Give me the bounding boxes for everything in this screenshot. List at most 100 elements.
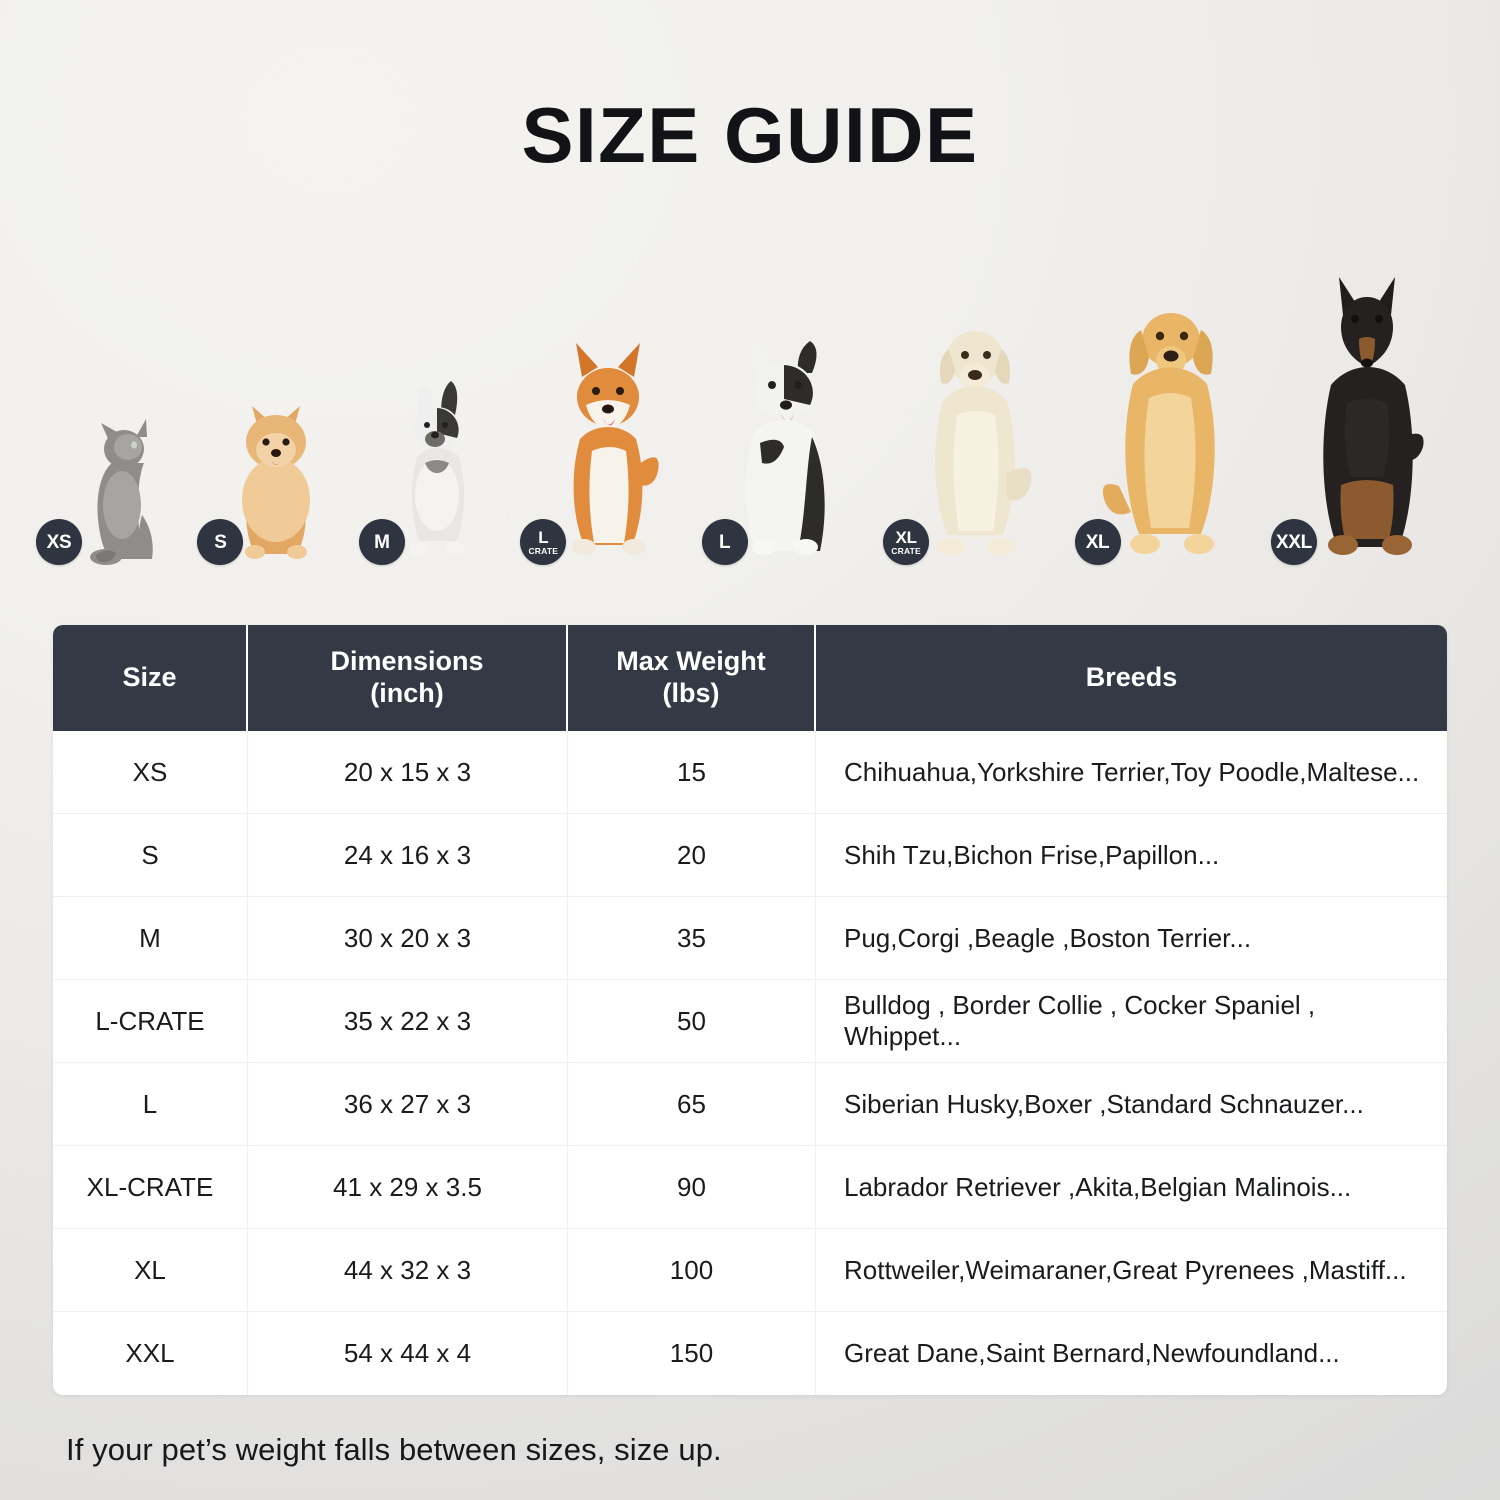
cell-dimensions-value: 54 x 44 x 4: [343, 1338, 472, 1368]
cell-max-weight-value: 15: [677, 756, 706, 787]
column-header-dimensions-text: Dimensions (inch): [330, 646, 483, 710]
footer-note: If your pet’s weight falls between sizes…: [66, 1432, 722, 1467]
cell-dimensions-value: 30 x 20 x 3: [343, 922, 472, 953]
column-header-max-weight: Max Weight (lbs): [568, 625, 816, 731]
cell-breeds: Pug,Corgi ,Beagle ,Boston Terrier...: [816, 897, 1447, 980]
cell-dimensions: 20 x 15 x 3: [248, 731, 568, 814]
cell-max-weight-value: 150: [669, 1338, 714, 1368]
cell-max-weight-value: 35: [677, 922, 706, 953]
pet-pomeranian-s: [211, 380, 341, 565]
column-header-weight-line1: Max Weight: [616, 646, 766, 677]
size-badge-s-label: S: [214, 531, 227, 553]
table-row: L 36 x 27 x 3 65 Siberian Husky,Boxer ,S…: [53, 1063, 1447, 1146]
cell-max-weight: 15: [568, 731, 816, 814]
size-badge-xl-crate-label: XL: [895, 527, 917, 547]
cell-size-value: XS: [132, 756, 168, 787]
cell-max-weight-value: 20: [677, 839, 706, 870]
pet-item-xs: XS: [36, 405, 180, 565]
size-badge-m: M: [358, 519, 405, 565]
cell-breeds-value: Labrador Retriever ,Akita,Belgian Malino…: [844, 1171, 1352, 1202]
table-row: XL-CRATE 41 x 29 x 3.5 90 Labrador Retri…: [53, 1146, 1447, 1229]
cell-dimensions-value: 36 x 27 x 3: [343, 1088, 472, 1119]
size-badge-s: S: [197, 519, 244, 565]
size-badge-l: L: [701, 519, 748, 565]
cell-dimensions: 36 x 27 x 3: [248, 1063, 568, 1146]
cell-size: M: [53, 897, 248, 980]
cell-size: L: [53, 1063, 248, 1146]
column-header-breeds-label: Breeds: [1085, 662, 1178, 693]
pet-item-s: S: [197, 380, 341, 565]
size-badge-m-label: M: [374, 531, 390, 553]
cell-breeds-value: Chihuahua,Yorkshire Terrier,Toy Poodle,M…: [844, 756, 1420, 787]
cell-dimensions-value: 41 x 29 x 3.5: [333, 1171, 482, 1202]
cell-breeds-value: Rottweiler,Weimaraner,Great Pyrenees ,Ma…: [844, 1254, 1407, 1285]
cell-size: XS: [53, 731, 248, 814]
cell-breeds: Siberian Husky,Boxer ,Standard Schnauzer…: [816, 1063, 1447, 1146]
pet-french-bulldog-m: [373, 375, 503, 565]
cell-size: S: [53, 814, 248, 897]
cell-breeds-value: Shih Tzu,Bichon Frise,Papillon...: [844, 839, 1220, 870]
cell-max-weight-value: 90: [677, 1171, 706, 1202]
size-badge-xs-label: XS: [46, 531, 72, 553]
cell-breeds: Chihuahua,Yorkshire Terrier,Toy Poodle,M…: [816, 731, 1447, 814]
pet-shiba-inu-l-crate: [534, 335, 684, 565]
cell-dimensions: 35 x 22 x 3: [248, 980, 568, 1063]
cell-breeds: Bulldog , Border Collie , Cocker Spaniel…: [816, 980, 1447, 1063]
cell-size: XL: [53, 1229, 248, 1312]
column-header-dimensions-line2: (inch): [370, 678, 444, 708]
cell-size-value: S: [141, 839, 159, 870]
cell-max-weight: 90: [568, 1146, 816, 1229]
cell-breeds: Labrador Retriever ,Akita,Belgian Malino…: [816, 1146, 1447, 1229]
cell-dimensions-value: 24 x 16 x 3: [343, 839, 472, 870]
cell-size: L-CRATE: [53, 980, 248, 1063]
size-badge-xl-crate-sublabel: CRATE: [891, 545, 921, 556]
cell-breeds-value: Great Dane,Saint Bernard,Newfoundland...: [844, 1338, 1340, 1368]
column-header-breeds: Breeds: [816, 625, 1447, 731]
table-row: XL 44 x 32 x 3 100 Rottweiler,Weimaraner…: [53, 1229, 1447, 1312]
table-row: S 24 x 16 x 3 20 Shih Tzu,Bichon Frise,P…: [53, 814, 1447, 897]
cell-max-weight: 100: [568, 1229, 816, 1312]
size-badge-xl-label: XL: [1085, 531, 1110, 553]
pet-border-collie-l: [716, 325, 866, 565]
cell-max-weight: 65: [568, 1063, 816, 1146]
size-badge-l-crate-label: L: [538, 527, 549, 547]
table-row: XXL 54 x 44 x 4 150 Great Dane,Saint Ber…: [53, 1312, 1447, 1395]
pet-labrador-xl-crate: [897, 305, 1057, 565]
column-header-size-label: Size: [122, 662, 177, 693]
pet-doberman-xxl: [1285, 275, 1450, 565]
size-badge-xxl: XXL: [1270, 519, 1317, 565]
cell-size-value: XL: [134, 1254, 166, 1285]
pet-item-l-crate: L CRATE: [520, 335, 684, 565]
cell-dimensions-value: 20 x 15 x 3: [343, 756, 472, 787]
size-badge-xl-crate: XL CRATE: [883, 519, 930, 565]
pet-size-lineup: XS S: [36, 255, 1450, 565]
pet-item-m: M: [358, 375, 503, 565]
cell-max-weight-value: 65: [677, 1088, 706, 1119]
cell-size-value: XL-CRATE: [86, 1171, 214, 1202]
column-header-max-weight-text: Max Weight (lbs): [616, 646, 766, 710]
size-badge-l-crate: L CRATE: [520, 519, 567, 565]
cell-breeds-value: Pug,Corgi ,Beagle ,Boston Terrier...: [844, 922, 1252, 953]
cell-size-value: L: [142, 1088, 158, 1119]
cell-max-weight-value: 100: [669, 1254, 714, 1285]
table-body: XS 20 x 15 x 3 15 Chihuahua,Yorkshire Te…: [53, 731, 1447, 1395]
cell-dimensions: 30 x 20 x 3: [248, 897, 568, 980]
pet-item-xl: XL: [1074, 290, 1254, 565]
size-badge-l-label: L: [719, 531, 731, 553]
size-badge-xxl-label: XXL: [1275, 531, 1312, 553]
table-row: XS 20 x 15 x 3 15 Chihuahua,Yorkshire Te…: [53, 731, 1447, 814]
page-title: SIZE GUIDE: [521, 91, 979, 179]
column-header-dimensions: Dimensions (inch): [248, 625, 568, 731]
cell-breeds-value: Siberian Husky,Boxer ,Standard Schnauzer…: [844, 1088, 1364, 1119]
cell-size-value: M: [139, 922, 161, 953]
cell-dimensions-value: 35 x 22 x 3: [343, 1005, 472, 1036]
table-row: L-CRATE 35 x 22 x 3 50 Bulldog , Border …: [53, 980, 1447, 1063]
cell-dimensions: 24 x 16 x 3: [248, 814, 568, 897]
cell-max-weight-value: 50: [677, 1005, 706, 1036]
cell-size-value: L-CRATE: [95, 1005, 205, 1036]
cell-dimensions-value: 44 x 32 x 3: [343, 1254, 472, 1285]
table-row: M 30 x 20 x 3 35 Pug,Corgi ,Beagle ,Bost…: [53, 897, 1447, 980]
table-header-row: Size Dimensions (inch) Max Weight (lbs) …: [53, 625, 1447, 731]
cell-dimensions: 44 x 32 x 3: [248, 1229, 568, 1312]
cell-breeds-value: Bulldog , Border Collie , Cocker Spaniel…: [844, 990, 1316, 1051]
